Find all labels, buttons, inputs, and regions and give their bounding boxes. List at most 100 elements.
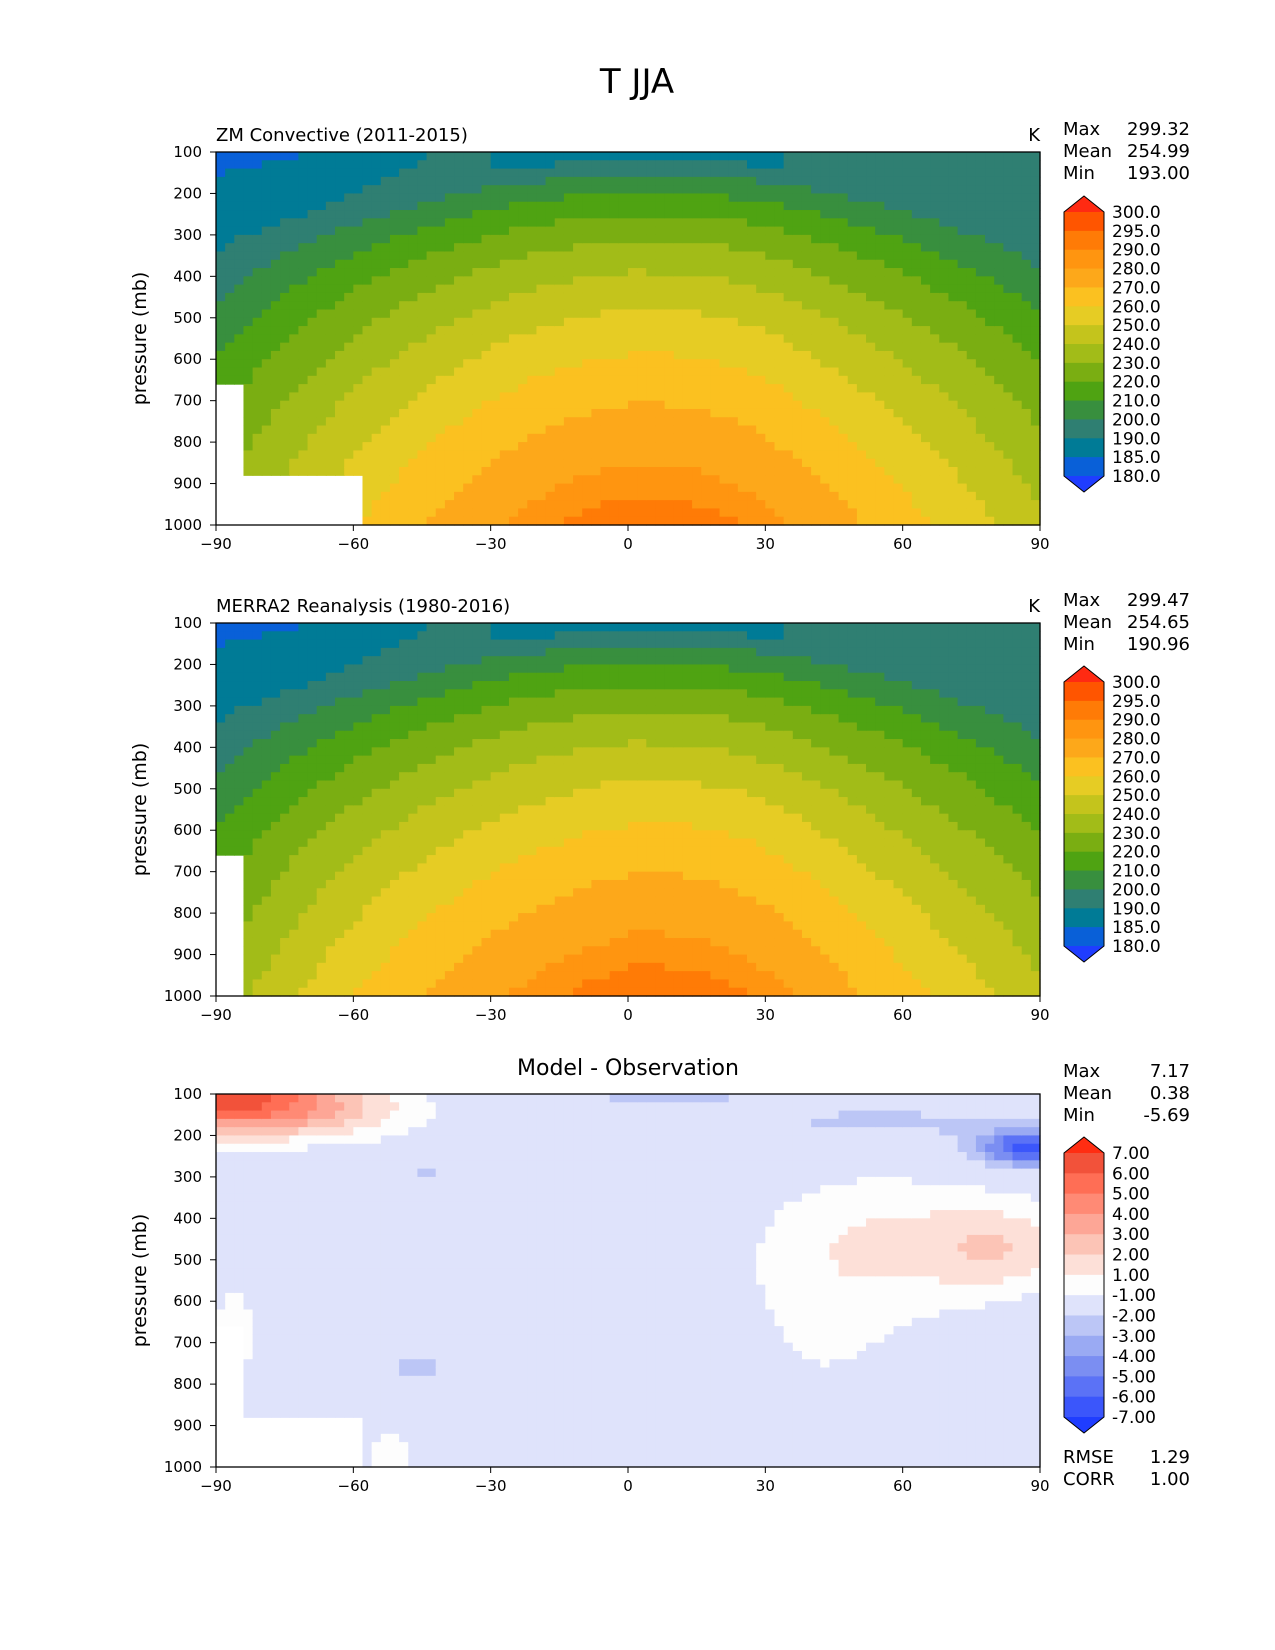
contour-cell — [344, 987, 354, 997]
contour-cell — [435, 458, 446, 468]
contour-cell — [298, 863, 309, 873]
contour-cell — [399, 500, 409, 510]
contour-cell — [325, 672, 336, 682]
contour-cell — [234, 846, 245, 856]
contour-cell — [966, 417, 977, 427]
contour-cell — [344, 442, 354, 451]
contour-cell — [637, 210, 647, 219]
contour-cell — [316, 243, 327, 253]
contour-cell — [600, 243, 611, 253]
contour-cell — [426, 672, 437, 682]
contour-cell — [975, 317, 986, 327]
contour-cell — [682, 152, 693, 161]
contour-cell — [408, 672, 419, 682]
contour-cell — [353, 218, 364, 228]
contour-cell — [389, 259, 400, 269]
contour-cell — [728, 284, 739, 294]
contour-cell — [243, 359, 254, 369]
contour-cell — [243, 962, 254, 972]
contour-cell — [289, 152, 299, 161]
contour-cell — [454, 433, 464, 443]
contour-cell — [362, 243, 373, 253]
contour-cell — [408, 442, 419, 451]
contour-cell — [554, 392, 565, 402]
contour-cell — [554, 218, 565, 228]
contour-cell — [563, 483, 574, 493]
contour-cell — [490, 458, 501, 468]
contour-cell — [911, 367, 922, 377]
contour-cell — [353, 896, 364, 906]
contour-cell — [298, 987, 309, 997]
contour-cell — [664, 466, 675, 476]
contour-cell — [893, 276, 904, 286]
contour-cell — [838, 433, 849, 443]
contour-cell — [820, 375, 831, 385]
contour-cell — [792, 152, 803, 161]
contour-cell — [957, 152, 968, 161]
contour-cell — [866, 400, 876, 410]
contour-cell — [252, 664, 263, 674]
contour-cell — [325, 971, 336, 981]
contour-cell — [829, 301, 840, 311]
contour-cell — [591, 259, 602, 269]
contour-cell — [225, 797, 235, 806]
contour-cell — [838, 168, 849, 178]
contour-cell — [756, 458, 766, 468]
contour-cell — [216, 243, 226, 253]
contour-cell — [399, 971, 409, 981]
contour-cell — [682, 284, 693, 294]
contour-cell — [454, 301, 464, 311]
contour-cell — [518, 152, 528, 161]
contour-cell — [252, 292, 263, 302]
contour-cell — [801, 367, 812, 377]
contour-cell — [234, 359, 245, 369]
contour-cell — [985, 326, 995, 335]
contour-cell — [948, 367, 959, 377]
contour-cell — [252, 185, 263, 195]
contour-cell — [307, 193, 318, 203]
contour-cell — [243, 830, 254, 840]
contour-cell — [591, 425, 602, 435]
contour-cell — [930, 466, 940, 476]
contour-cell — [756, 342, 766, 352]
contour-cell — [737, 458, 748, 468]
contour-cell — [481, 442, 492, 451]
contour-cell — [289, 408, 299, 418]
contour-cell — [838, 259, 849, 269]
contour-cell — [408, 408, 419, 418]
contour-cell — [261, 805, 272, 815]
contour-cell — [408, 301, 419, 311]
contour-cell — [472, 201, 483, 211]
contour-cell — [389, 359, 400, 369]
contour-cell — [435, 176, 446, 186]
contour-cell — [499, 508, 510, 518]
contour-cell — [975, 442, 986, 451]
contour-cell — [765, 508, 776, 518]
contour-cell — [371, 226, 382, 236]
contour-cell — [682, 226, 693, 236]
contour-cell — [252, 408, 263, 418]
contour-cell — [518, 342, 528, 352]
contour-cell — [838, 516, 849, 526]
contour-cell — [389, 730, 400, 740]
contour-cell — [270, 697, 281, 707]
contour-cell — [664, 185, 675, 195]
contour-cell — [618, 466, 629, 476]
contour-cell — [316, 367, 327, 377]
contour-cell — [948, 433, 959, 443]
contour-cell — [289, 987, 299, 997]
contour-cell — [289, 251, 299, 261]
contour-cell — [710, 384, 721, 393]
contour-cell — [344, 705, 354, 715]
contour-cell — [280, 185, 290, 195]
contour-cell — [353, 210, 364, 219]
contour-cell — [792, 450, 803, 460]
contour-cell — [563, 359, 574, 369]
contour-cell — [930, 201, 940, 211]
contour-cell — [975, 276, 986, 286]
contour-cell — [499, 218, 510, 228]
contour-cell — [1021, 292, 1032, 302]
contour-cell — [417, 408, 428, 418]
contour-cell — [920, 342, 931, 352]
contour-cell — [655, 458, 666, 468]
